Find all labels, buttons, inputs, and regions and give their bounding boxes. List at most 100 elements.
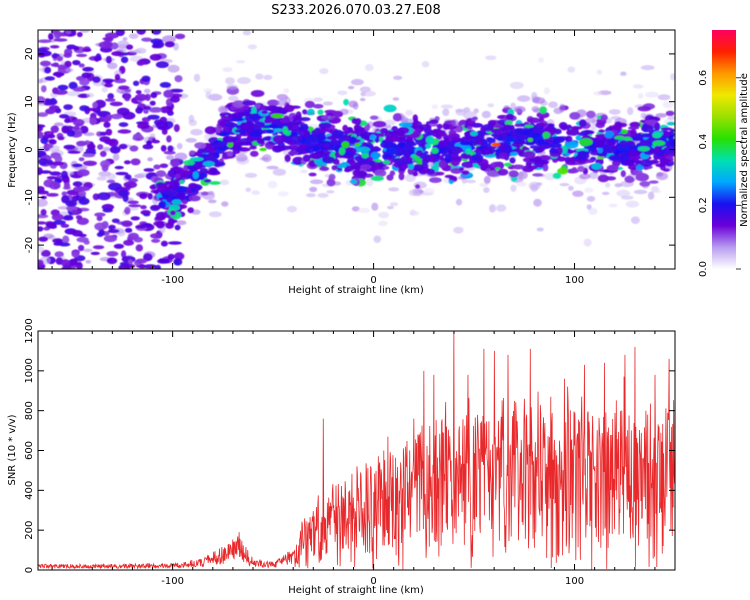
heatmap-cell [384,124,392,129]
colorbar: 0.0 0.2 0.4 0.6 Normalized spectral amplitu… [698,30,750,277]
heatmap-cell [510,102,516,109]
heatmap-cell [645,91,659,98]
heatmap-cell [198,172,208,179]
heatmap-cell [38,186,45,193]
heatmap-cell [49,45,60,49]
heatmap-cell [278,109,288,115]
heatmap-cell [115,171,129,176]
heatmap-cell [38,198,48,207]
heatmap-cell [235,60,246,64]
heatmap-cell [108,138,119,147]
heatmap-cell [305,145,316,154]
heatmap-cell [254,103,261,109]
heatmap-cell [208,93,223,101]
heatmap-cell [637,106,652,112]
colorbar-tick-label: 0.6 [698,70,709,86]
heatmap-cell [109,101,123,107]
heatmap-cell [652,140,666,146]
heatmap-cell [72,118,85,127]
heatmap-cell [666,121,675,126]
heatmap-cell [124,227,133,233]
heatmap-cell [601,191,610,196]
heatmap-cell [354,155,363,162]
heatmap-cell [221,201,229,207]
heatmap-cell [442,122,450,130]
heatmap-cell [238,112,252,117]
heatmap-cell [38,158,49,166]
heatmap-cell [117,129,132,134]
heatmap-cell [143,253,153,262]
heatmap-cell [398,122,413,128]
heatmap-cell [392,158,406,164]
heatmap-cell [124,264,136,269]
heatmap-cell [420,143,426,148]
heatmap-cell [169,88,184,93]
heatmap-cell [319,166,330,172]
heatmap-cell [48,105,60,110]
heatmap-cell [41,249,51,258]
heatmap-cell [162,35,176,44]
heatmap-cell [251,106,257,115]
heatmap-cell [624,175,634,183]
heatmap-cell [655,189,662,194]
heatmap-cell [509,81,524,90]
heatmap-cell [558,122,568,130]
heatmap-cell [317,150,332,155]
heatmap-cell [317,193,329,198]
heatmap-cell [67,150,81,154]
snr-x-label: Height of straight line (km) [288,585,424,596]
heatmap-cell [420,163,429,169]
heatmap-cell [40,137,49,145]
heatmap-cell [150,38,163,44]
heatmap-cell [283,104,295,113]
heatmap-cell [516,181,527,187]
heatmap-cell [608,109,621,115]
heatmap-cell [509,151,518,157]
heatmap-cell [453,226,464,234]
heatmap-cell [105,128,113,136]
heatmap-cell [648,180,659,184]
heatmap-cell [158,200,167,209]
heatmap-cell [85,259,92,264]
heatmap-cell [459,141,471,146]
heatmap-cell [473,108,479,114]
heatmap-cell [171,199,182,205]
heatmap-cell [38,226,44,232]
heatmap-cell [557,167,569,175]
heatmap-cell [263,74,273,81]
heatmap-cell [104,36,114,42]
heatmap-cell [366,156,374,162]
heatmap-cell [166,135,172,143]
heatmap-cell [369,134,376,141]
heatmap-cell [242,100,256,106]
heatmap-cell [141,37,153,42]
heatmap-cell [533,198,542,207]
heatmap-cell [82,248,93,253]
heatmap-cell [146,140,152,146]
heatmap-cell [135,107,143,114]
heatmap-cell [461,170,470,176]
heatmap-cell [76,261,83,269]
heatmap-cell [370,175,384,181]
heatmap-cell [134,93,148,101]
heatmap-cell [222,135,237,143]
heatmap-cell [272,145,283,153]
heatmap-cell [306,193,316,198]
snr-series-line [38,331,675,570]
heatmap-cell [409,209,416,216]
heatmap-x-tick-label: 100 [565,275,584,286]
heatmap-cell [565,135,573,143]
heatmap-cell [374,169,387,178]
heatmap-cell [350,136,357,143]
heatmap-cell [160,106,170,114]
heatmap-cell [190,128,203,136]
heatmap-cell [532,97,546,104]
heatmap-cell [41,85,47,93]
heatmap-cell [120,56,129,64]
heatmap-cell [90,112,97,119]
heatmap-cell [92,245,105,250]
heatmap-cell [167,253,175,260]
heatmap-cell [600,114,608,121]
heatmap-cell [455,198,463,206]
